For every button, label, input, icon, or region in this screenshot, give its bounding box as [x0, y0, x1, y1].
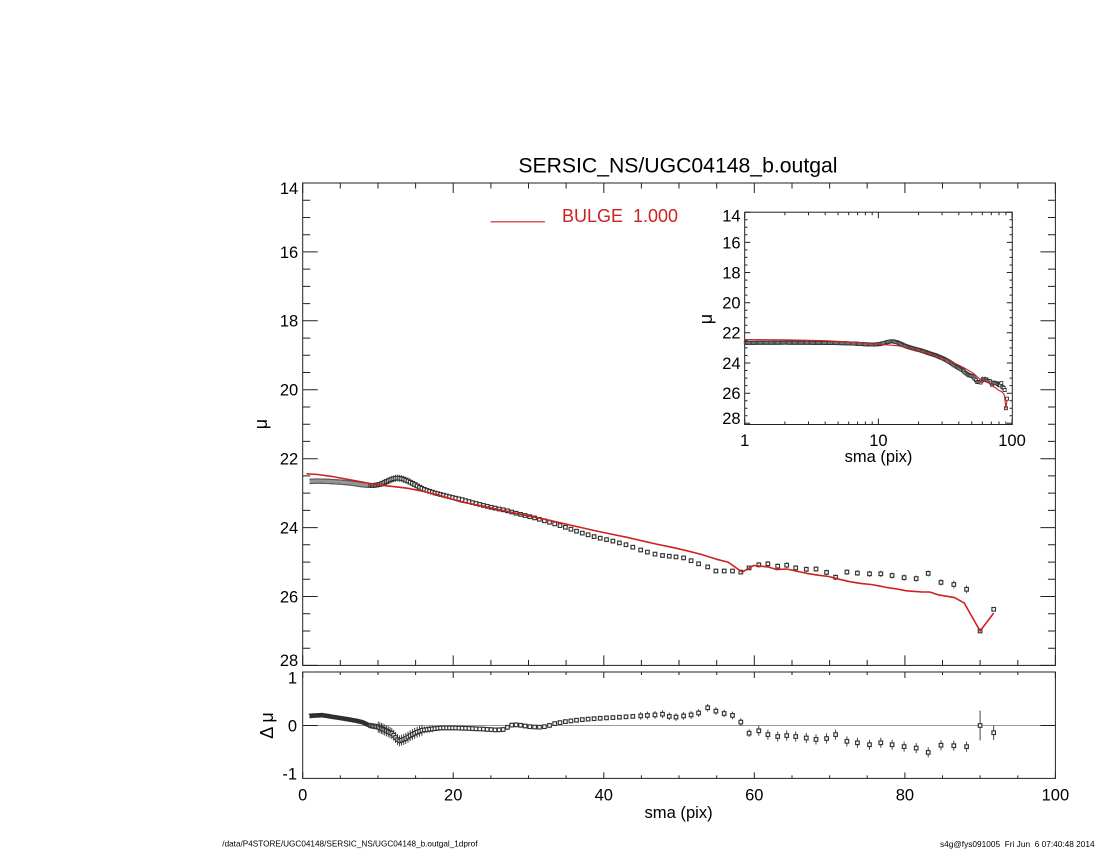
- svg-text:14: 14: [722, 208, 740, 226]
- svg-text:60: 60: [745, 786, 763, 804]
- svg-text:16: 16: [722, 234, 740, 252]
- svg-text:14: 14: [280, 180, 298, 198]
- svg-text:28: 28: [280, 652, 298, 670]
- svg-text:100: 100: [1042, 786, 1070, 804]
- svg-text:24: 24: [280, 520, 298, 538]
- svg-text:22: 22: [722, 325, 740, 343]
- svg-text:20: 20: [444, 786, 462, 804]
- svg-text:1: 1: [288, 669, 297, 687]
- svg-text:80: 80: [896, 786, 914, 804]
- svg-text:1: 1: [740, 432, 749, 450]
- svg-text:20: 20: [280, 382, 298, 400]
- svg-text:BULGE 1.000: BULGE 1.000: [562, 206, 678, 226]
- svg-text:10: 10: [869, 432, 887, 450]
- svg-text:μ: μ: [251, 419, 271, 429]
- svg-text:-1: -1: [282, 765, 297, 783]
- svg-text:Δ μ: Δ μ: [257, 712, 277, 738]
- svg-text:18: 18: [280, 313, 298, 331]
- svg-text:s4g@fys091005 Fri Jun 6 07:4: s4g@fys091005 Fri Jun 6 07:40:48 2014: [940, 839, 1095, 849]
- svg-text:26: 26: [722, 385, 740, 403]
- svg-text:22: 22: [280, 451, 298, 469]
- svg-text:24: 24: [722, 355, 740, 373]
- svg-text:28: 28: [722, 410, 740, 428]
- svg-text:SERSIC_NS/UGC04148_b.outgal: SERSIC_NS/UGC04148_b.outgal: [518, 155, 837, 178]
- svg-text:100: 100: [998, 432, 1026, 450]
- svg-text:sma (pix): sma (pix): [845, 448, 913, 466]
- svg-text:μ: μ: [696, 314, 716, 324]
- svg-text:20: 20: [722, 295, 740, 313]
- svg-text:16: 16: [280, 244, 298, 262]
- svg-text:40: 40: [595, 786, 613, 804]
- svg-text:18: 18: [722, 264, 740, 282]
- svg-text:/data/P4STORE/UGC04148/SERSIC_: /data/P4STORE/UGC04148/SERSIC_NS/UGC0414…: [222, 839, 478, 848]
- svg-text:0: 0: [298, 786, 307, 804]
- svg-text:0: 0: [288, 717, 297, 735]
- svg-text:26: 26: [280, 588, 298, 606]
- svg-text:sma (pix): sma (pix): [644, 803, 712, 822]
